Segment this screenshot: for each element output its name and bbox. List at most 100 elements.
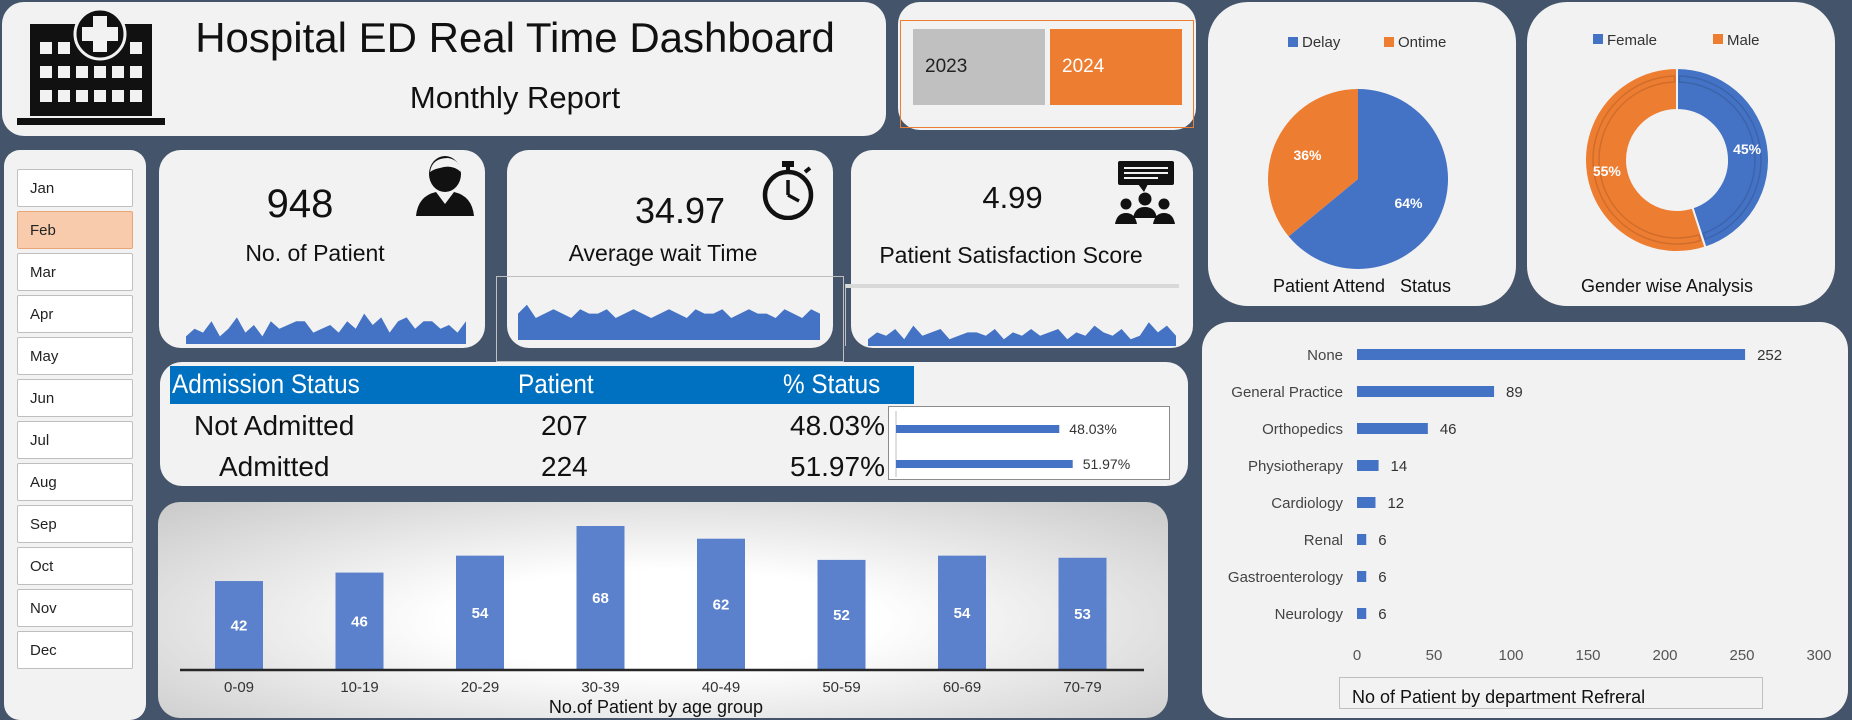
legend-swatch-ontime: [1384, 37, 1394, 47]
admission-bar-label: 51.97%: [1083, 456, 1130, 472]
referral-category-label: Orthopedics: [1262, 421, 1343, 438]
year-button-2023[interactable]: 2023: [913, 29, 1045, 105]
age-bar-label: 52: [833, 607, 850, 624]
admission-bar-chart: 48.03% 51.97%: [888, 406, 1170, 480]
admission-bar: [896, 425, 1060, 433]
referral-x-tick: 200: [1652, 647, 1677, 664]
age-category-label: 70-79: [1063, 679, 1101, 696]
referral-category-label: Physiotherapy: [1248, 458, 1344, 475]
age-bar: [215, 581, 263, 670]
year-slicer-frame: [900, 20, 1194, 128]
referral-category-label: Neurology: [1275, 606, 1344, 623]
year-button-2024[interactable]: 2024: [1050, 29, 1182, 105]
referral-bar: [1357, 571, 1367, 582]
referral-value-label: 89: [1506, 384, 1523, 401]
age-category-label: 40-49: [702, 679, 740, 696]
referral-category-label: General Practice: [1231, 384, 1343, 401]
admission-header-patient: Patient: [518, 369, 594, 399]
legend-swatch-delay: [1288, 37, 1298, 47]
age-bar: [938, 555, 986, 670]
donut-slice-bevel: [1592, 75, 1702, 245]
patients-sparkline: [186, 313, 466, 344]
sparkline-area: [868, 322, 1176, 346]
dashboard-title: Hospital ED Real Time Dashboard: [195, 14, 835, 61]
age-bar-label: 42: [231, 618, 248, 635]
age-bar-label: 54: [472, 605, 489, 622]
admission-bar: [896, 460, 1073, 468]
admission-row-patients: 207: [541, 410, 588, 441]
referral-category-label: None: [1307, 347, 1343, 364]
referral-value-label: 252: [1757, 347, 1782, 364]
age-category-label: 60-69: [943, 679, 981, 696]
referral-bar: [1357, 497, 1376, 508]
gender-chart: Female Male 45% 55% Gender wise Analysis: [1581, 32, 1770, 296]
donut-slice-label: 45%: [1733, 141, 1762, 157]
age-bar: [697, 538, 745, 670]
kpi-satisfaction-label: Patient Satisfaction Score: [879, 242, 1143, 268]
attend-status-chart: Delay Ontime 64% 36% Patient Attend Statu…: [1268, 34, 1451, 296]
age-category-label: 10-19: [340, 679, 378, 696]
legend-delay: Delay: [1302, 34, 1341, 51]
wait-time-sparkline: [518, 304, 820, 340]
age-chart-title: No.of Patient by age group: [549, 697, 763, 717]
month-button-may[interactable]: May: [17, 337, 133, 375]
age-category-label: 50-59: [822, 679, 860, 696]
age-bar-label: 46: [351, 613, 368, 630]
admission-row-pct: 51.97%: [790, 451, 885, 482]
month-button-aug[interactable]: Aug: [17, 463, 133, 501]
admission-row-patients: 224: [541, 451, 588, 482]
referral-value-label: 6: [1378, 532, 1386, 549]
pie-slice-label: 36%: [1293, 147, 1322, 163]
month-button-nov[interactable]: Nov: [17, 589, 133, 627]
referral-x-tick: 50: [1426, 647, 1443, 664]
kpi-patients-value: 948: [266, 182, 334, 226]
month-button-feb[interactable]: Feb: [17, 211, 133, 249]
age-bar-label: 53: [1074, 606, 1091, 623]
referral-bar: [1357, 460, 1379, 471]
month-button-dec[interactable]: Dec: [17, 631, 133, 669]
referral-x-tick: 150: [1575, 647, 1600, 664]
admission-header-pct: % Status: [783, 369, 881, 399]
age-category-label: 30-39: [581, 679, 619, 696]
admission-bar-label: 48.03%: [1069, 421, 1116, 437]
referral-value-label: 6: [1378, 569, 1386, 586]
month-button-jul[interactable]: Jul: [17, 421, 133, 459]
donut-slice-bevel: [1678, 75, 1762, 241]
satisfaction-sparkline-frame: [845, 284, 1179, 346]
legend-swatch-male: [1713, 34, 1723, 44]
referral-panel: [1202, 322, 1848, 718]
referral-bar: [1357, 386, 1495, 397]
referral-category-label: Cardiology: [1271, 495, 1343, 512]
age-bar: [335, 572, 384, 670]
admission-row-status: Not Admitted: [194, 410, 355, 441]
donut-slice: [1676, 66, 1770, 249]
kpi-card-patients: [159, 150, 485, 348]
admission-table-header: [170, 366, 914, 404]
stopwatch-icon: [762, 161, 814, 220]
age-bar-label: 54: [954, 605, 971, 622]
month-button-sep[interactable]: Sep: [17, 505, 133, 543]
pie-slice: [1268, 89, 1358, 237]
referral-category-label: Gastroenterology: [1228, 569, 1344, 586]
referral-value-label: 6: [1378, 606, 1386, 623]
month-button-oct[interactable]: Oct: [17, 547, 133, 585]
kpi-patients-label: No. of Patient: [245, 240, 385, 266]
referral-chart: None 252 General Practice 89 Orthopedics 46 Ph…: [1228, 347, 1832, 707]
referral-title-box: [1339, 677, 1763, 709]
gender-title: Gender wise Analysis: [1581, 276, 1753, 296]
kpi-satisfaction-value: 4.99: [982, 180, 1043, 215]
sparkline-area: [518, 304, 820, 340]
month-button-jan[interactable]: Jan: [17, 169, 133, 207]
month-button-jun[interactable]: Jun: [17, 379, 133, 417]
referral-title: No of Patient by department Refreral: [1352, 687, 1645, 707]
referral-x-tick: 300: [1806, 647, 1831, 664]
age-bar: [1058, 557, 1107, 670]
wait-time-sparkline-frame: [496, 276, 844, 362]
month-button-apr[interactable]: Apr: [17, 295, 133, 333]
admission-row-status: Admitted: [219, 451, 330, 482]
referral-value-label: 14: [1391, 458, 1408, 475]
age-bar-label: 62: [713, 596, 730, 613]
month-button-mar[interactable]: Mar: [17, 253, 133, 291]
age-group-panel: [158, 502, 1168, 718]
gender-panel: [1527, 2, 1835, 306]
